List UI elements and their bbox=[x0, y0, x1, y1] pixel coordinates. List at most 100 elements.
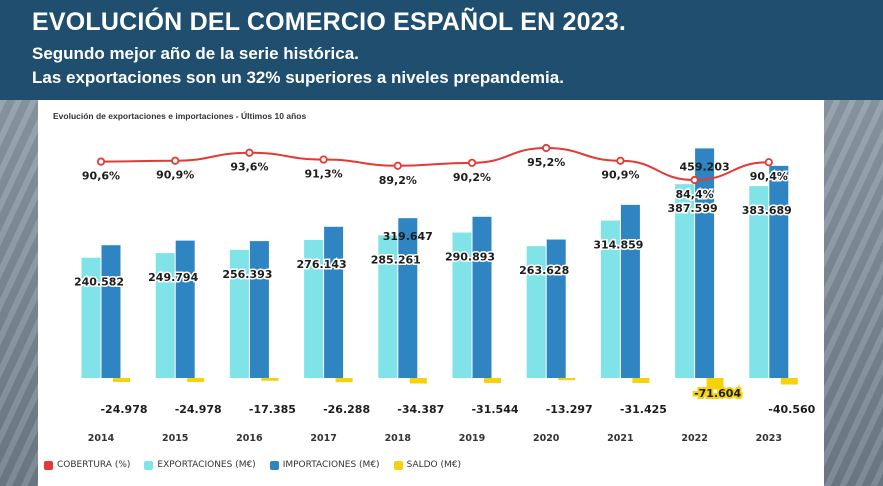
label-saldo: -17.385 bbox=[249, 403, 296, 416]
bar-importaciones bbox=[175, 240, 195, 378]
bar-saldo bbox=[558, 378, 576, 381]
label-cobertura: 89,2% bbox=[379, 174, 417, 187]
subtitle-line-1: Segundo mejor año de la serie histórica. bbox=[32, 44, 359, 63]
label-cobertura: 90,2% bbox=[453, 171, 491, 184]
point-cobertura bbox=[245, 148, 254, 157]
label-saldo: -71.604 bbox=[694, 387, 741, 400]
label-exportaciones: 285.261 bbox=[371, 253, 421, 266]
point-cobertura bbox=[616, 156, 625, 165]
label-cobertura: 90,4% bbox=[750, 170, 788, 183]
bar-importaciones bbox=[546, 239, 566, 378]
bar-saldo bbox=[632, 378, 650, 384]
label-exportaciones: 256.393 bbox=[222, 268, 272, 281]
bar-saldo bbox=[261, 378, 279, 381]
label-exportaciones: 240.582 bbox=[74, 276, 124, 289]
label-exportaciones: 290.893 bbox=[445, 251, 495, 264]
label-cobertura: 90,6% bbox=[82, 170, 120, 183]
bar-exportaciones bbox=[304, 239, 324, 378]
bar-importaciones bbox=[472, 216, 492, 378]
label-exportaciones: 387.599 bbox=[668, 202, 718, 215]
label-exportaciones: 383.689 bbox=[742, 204, 792, 217]
bar-exportaciones bbox=[749, 186, 769, 378]
bar-saldo bbox=[335, 378, 353, 383]
x-tick-label: 2023 bbox=[756, 433, 782, 444]
subtitle-line-2: Las exportaciones son un 32% superiores … bbox=[32, 68, 564, 87]
bar-saldo bbox=[780, 378, 798, 385]
label-exportaciones: 263.628 bbox=[519, 264, 569, 277]
label-exportaciones: 314.859 bbox=[593, 239, 643, 252]
label-cobertura: 91,3% bbox=[305, 168, 343, 181]
bar-exportaciones bbox=[675, 184, 695, 378]
legend-swatch-cobertura bbox=[44, 460, 53, 470]
label-saldo: -26.288 bbox=[323, 403, 370, 416]
label-cobertura: 90,9% bbox=[601, 169, 639, 182]
bar-exportaciones bbox=[229, 249, 249, 378]
legend-item-saldo[interactable]: SALDO (M€) bbox=[393, 460, 462, 470]
bar-importaciones bbox=[101, 245, 121, 378]
label-cobertura: 95,2% bbox=[527, 156, 565, 169]
bar-exportaciones bbox=[526, 246, 546, 378]
point-cobertura bbox=[319, 155, 328, 164]
label-cobertura: 84,4% bbox=[676, 188, 714, 201]
legend-swatch-importaciones bbox=[269, 460, 279, 470]
bar-importaciones bbox=[324, 226, 344, 378]
bar-saldo bbox=[706, 378, 724, 390]
label-saldo: -40.560 bbox=[768, 403, 815, 416]
legend-label-saldo: SALDO (M€) bbox=[406, 460, 462, 470]
legend-item-exportaciones[interactable]: EXPORTACIONES (M€) bbox=[144, 460, 256, 470]
legend-item-cobertura[interactable]: COBERTURA (%) bbox=[44, 460, 130, 470]
x-tick-label: 2022 bbox=[681, 433, 707, 444]
label-exportaciones: 276.143 bbox=[297, 258, 347, 271]
point-cobertura bbox=[690, 175, 699, 185]
x-tick-label: 2021 bbox=[607, 433, 633, 444]
bar-importaciones bbox=[398, 218, 418, 378]
x-tick-label: 2020 bbox=[533, 433, 560, 444]
label-saldo: -24.978 bbox=[175, 403, 222, 416]
x-tick-label: 2017 bbox=[310, 433, 336, 444]
bar-saldo bbox=[409, 378, 427, 384]
point-cobertura bbox=[467, 158, 477, 167]
bar-exportaciones bbox=[600, 220, 620, 378]
legend-label-cobertura: COBERTURA (%) bbox=[57, 460, 131, 470]
chart-title: Evolución de exportaciones e importacion… bbox=[53, 111, 307, 121]
bar-importaciones bbox=[620, 204, 640, 378]
bar-importaciones bbox=[769, 165, 789, 378]
point-cobertura bbox=[542, 143, 551, 153]
legend-swatch-exportaciones bbox=[144, 460, 154, 470]
chart-legend: COBERTURA (%) EXPORTACIONES (M€) IMPORTA… bbox=[44, 458, 461, 472]
label-saldo: -13.297 bbox=[546, 403, 593, 416]
bar-importaciones bbox=[695, 148, 715, 378]
label-cobertura: 93,6% bbox=[230, 161, 268, 174]
x-tick-label: 2016 bbox=[236, 433, 263, 444]
point-cobertura bbox=[171, 156, 180, 165]
label-importaciones: 459.203 bbox=[680, 160, 730, 173]
bar-exportaciones bbox=[155, 253, 175, 378]
point-cobertura bbox=[96, 157, 106, 166]
bar-importaciones bbox=[249, 241, 269, 378]
legend-label-exportaciones: EXPORTACIONES (M€) bbox=[157, 460, 256, 470]
line-cobertura bbox=[100, 146, 769, 182]
bar-saldo bbox=[187, 378, 205, 382]
bar-saldo bbox=[113, 378, 130, 382]
x-tick-label: 2019 bbox=[459, 433, 485, 444]
point-cobertura bbox=[764, 158, 773, 167]
legend-label-importaciones: IMPORTACIONES (M€) bbox=[282, 460, 380, 470]
bar-saldo bbox=[484, 378, 501, 384]
label-saldo: -31.544 bbox=[471, 403, 518, 416]
legend-swatch-saldo bbox=[393, 460, 403, 470]
x-tick-label: 2014 bbox=[88, 433, 115, 444]
bar-exportaciones bbox=[452, 232, 472, 378]
page-title: EVOLUCIÓN DEL COMERCIO ESPAÑOL EN 2023. bbox=[32, 8, 627, 36]
legend-item-importaciones[interactable]: IMPORTACIONES (M€) bbox=[269, 460, 380, 470]
label-saldo: -31.425 bbox=[620, 403, 667, 416]
label-cobertura: 90,9% bbox=[156, 169, 194, 182]
label-importaciones: 319.647 bbox=[383, 230, 433, 243]
bar-exportaciones bbox=[378, 235, 398, 378]
label-saldo: -34.387 bbox=[397, 403, 444, 416]
x-tick-label: 2018 bbox=[385, 433, 412, 444]
bar-exportaciones bbox=[81, 257, 101, 378]
label-exportaciones: 249.794 bbox=[148, 271, 198, 284]
point-cobertura bbox=[393, 161, 402, 170]
label-saldo: -24.978 bbox=[100, 403, 147, 416]
